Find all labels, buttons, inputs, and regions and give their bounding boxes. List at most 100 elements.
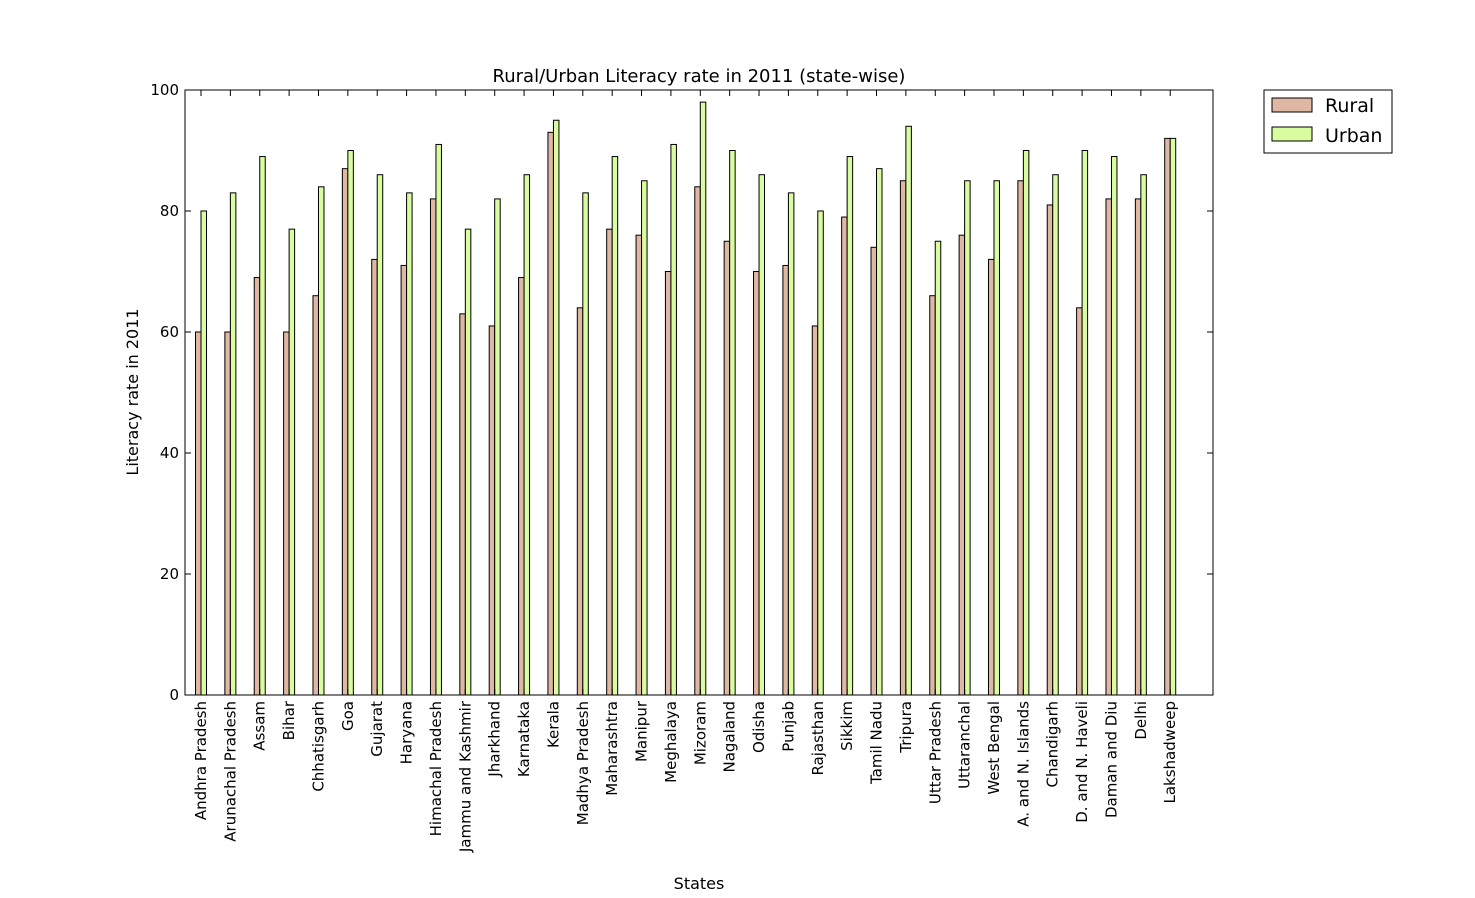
bar-urban-chhatisgarh [317,186,325,696]
legend-swatch-urban [1271,126,1313,142]
bar-rural-mizoram [694,186,701,696]
bar-rural-karnataka [518,277,525,696]
y-tick-label: 60 [160,323,179,341]
bar-urban-uttaranchal [964,180,971,696]
bar-urban-andhra-pradesh [200,210,207,696]
bar-rural-tamil-nadu [870,246,878,696]
bar-rural-d-and-n-haveli [1076,307,1083,696]
x-tick-label-rajasthan: Rajasthan [809,701,827,776]
x-tick-label-arunachal-pradesh: Arunachal Pradesh [221,701,239,842]
bar-rural-uttaranchal [958,234,966,696]
bar-rural-nagaland [723,240,731,696]
bar-urban-rajasthan [817,210,824,696]
x-tick-label-uttar-pradesh: Uttar Pradesh [926,701,944,804]
x-axis-label: States [674,874,725,893]
bar-rural-jharkhand [488,325,496,696]
x-tick-label-mizoram: Mizoram [691,701,709,765]
bar-rural-andhra-pradesh [195,331,202,696]
x-tick-label-odisha: Odisha [750,701,768,753]
bar-urban-west-bengal [993,180,1000,696]
bar-urban-delhi [1140,174,1147,696]
x-tick-label-jammu-and-kashmir: Jammu and Kashmir [456,700,474,853]
legend-label-rural: Rural [1325,95,1374,117]
bar-rural-meghalaya [664,271,672,696]
bar-rural-tripura [899,180,907,696]
x-tick-label-gujarat: Gujarat [368,701,386,757]
bar-urban-sikkim [846,156,854,696]
bar-urban-gujarat [376,174,384,696]
bar-urban-nagaland [729,150,736,696]
bar-rural-west-bengal [987,258,995,696]
x-tick-label-assam: Assam [251,701,269,751]
bar-urban-uttar-pradesh [934,240,942,696]
bar-rural-jammu-and-kashmir [459,313,466,696]
bar-urban-mizoram [699,101,707,696]
x-tick-label-goa: Goa [339,701,357,731]
x-tick-label-karnataka: Karnataka [515,701,533,777]
bar-urban-karnataka [523,174,531,696]
x-tick-label-manipur: Manipur [633,700,651,762]
x-tick-label-west-bengal: West Bengal [985,701,1003,795]
x-tick-label-d-and-n-haveli: D. and N. Haveli [1073,701,1091,823]
bar-urban-tamil-nadu [876,168,883,696]
bar-urban-assam [259,156,266,696]
bar-urban-madhya-pradesh [582,192,589,696]
x-tick-label-uttaranchal: Uttaranchal [956,701,974,789]
bar-rural-delhi [1134,198,1142,696]
y-tick-label: 20 [160,565,179,583]
bar-urban-maharashtra [611,156,619,696]
bar-urban-a-and-n-islands [1022,150,1030,696]
bar-rural-arunachal-pradesh [224,331,231,696]
x-tick-label-jharkhand: Jharkhand [486,701,504,778]
bar-urban-punjab [787,192,795,696]
x-tick-label-maharashtra: Maharashtra [603,701,621,796]
x-tick-label-nagaland: Nagaland [721,701,739,773]
legend-label-urban: Urban [1325,125,1382,147]
bar-rural-chhatisgarh [312,295,319,696]
bar-urban-odisha [758,174,766,696]
bar-rural-assam [253,277,261,696]
x-tick-label-chhatisgarh: Chhatisgarh [309,701,327,792]
bar-urban-arunachal-pradesh [229,192,237,696]
bar-rural-uttar-pradesh [929,295,936,696]
bar-urban-meghalaya [670,143,677,696]
y-axis-label: Literacy rate in 2011 [123,308,142,475]
bar-urban-bihar [288,228,296,696]
x-tick-label-delhi: Delhi [1132,701,1150,740]
y-tick-label: 100 [150,81,179,99]
bar-urban-himachal-pradesh [435,143,442,696]
bar-urban-manipur [641,180,648,696]
legend-swatch-rural [1271,97,1313,113]
bar-urban-kerala [552,119,560,696]
bar-rural-kerala [547,131,554,696]
bar-urban-d-and-n-haveli [1081,150,1089,696]
bar-rural-punjab [782,264,789,696]
x-tick-label-tamil-nadu: Tamil Nadu [868,701,886,785]
x-tick-label-lakshadweep: Lakshadweep [1161,701,1179,804]
y-tick-label: 80 [160,202,179,220]
x-tick-label-meghalaya: Meghalaya [662,701,680,783]
x-tick-label-himachal-pradesh: Himachal Pradesh [427,701,445,836]
bar-urban-lakshadweep [1169,137,1177,696]
y-tick-label: 0 [169,686,179,704]
x-tick-label-haryana: Haryana [398,701,416,764]
legend: Rural Urban [1263,89,1393,154]
bar-rural-haryana [400,264,408,696]
bar-urban-haryana [406,192,413,696]
x-tick-label-madhya-pradesh: Madhya Pradesh [574,701,592,825]
bar-rural-odisha [753,271,760,696]
bar-rural-goa [341,168,349,696]
x-tick-label-a-and-n-islands: A. and N. Islands [1014,701,1032,827]
bar-rural-manipur [635,234,643,696]
bar-rural-maharashtra [606,228,613,696]
x-tick-label-andhra-pradesh: Andhra Pradesh [192,701,210,820]
x-tick-label-kerala: Kerala [544,701,562,748]
bar-rural-a-and-n-islands [1017,180,1024,696]
x-tick-label-daman-and-diu: Daman and Diu [1102,701,1120,818]
bar-rural-himachal-pradesh [429,198,437,696]
bar-rural-rajasthan [811,325,819,696]
bar-urban-daman-and-diu [1110,156,1118,696]
x-tick-label-chandigarh: Chandigarh [1044,701,1062,788]
bar-rural-daman-and-diu [1105,198,1112,696]
